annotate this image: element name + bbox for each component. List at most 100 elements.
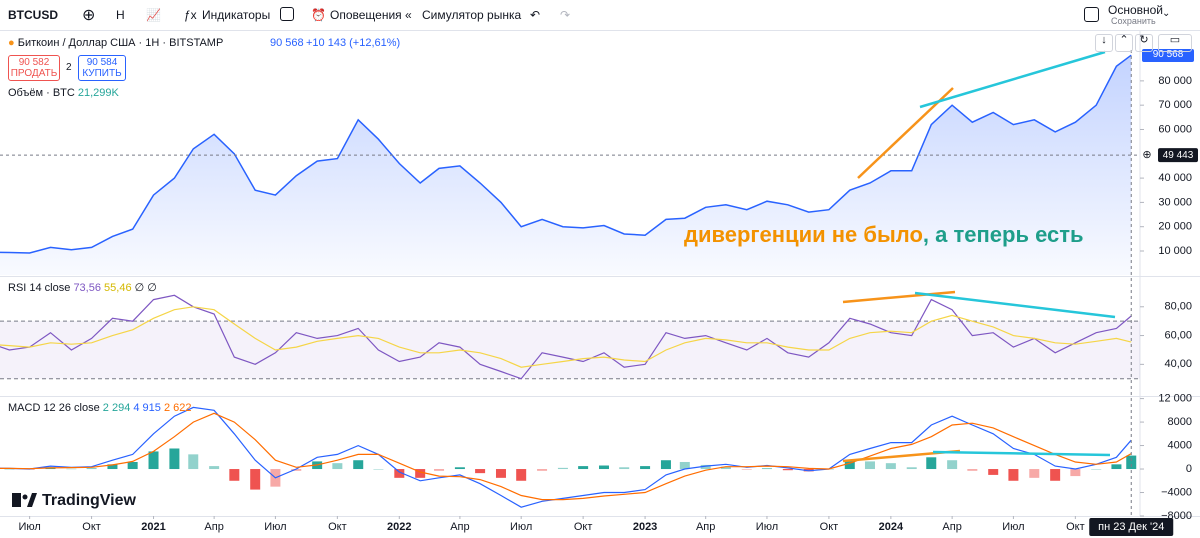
x-tick-label: Июл — [1002, 521, 1024, 533]
crosshair-plus: ⊕ — [1142, 149, 1151, 161]
annotation: дивергенции не было, а теперь есть — [684, 222, 1084, 247]
last-price-tag: 90 568 — [1142, 49, 1194, 62]
volume-value: 21,299K — [77, 87, 119, 99]
macd-histogram-bar — [373, 469, 384, 470]
y-tick-label: 4000 — [1168, 439, 1192, 451]
macd-histogram-bar — [1070, 469, 1081, 477]
macd-histogram-bar — [640, 466, 651, 470]
x-tick-label: Июл — [510, 521, 532, 533]
macd-histogram-bar — [188, 454, 199, 470]
saved: Сохранить — [1111, 16, 1156, 26]
macd-histogram-bar — [4, 469, 15, 470]
macd-histogram-bar — [864, 461, 875, 470]
layout-menu[interactable]: ⌄ — [1162, 8, 1171, 19]
templates[interactable] — [280, 7, 294, 21]
macd-histogram-bar — [516, 469, 527, 481]
add-symbol[interactable]: ⊕ — [82, 7, 96, 24]
macd-histogram-bar — [844, 460, 855, 470]
alerts-icon[interactable]: ⏰ — [311, 8, 326, 22]
y-tick-label: 30 000 — [1158, 196, 1192, 208]
macd-line — [0, 406, 1132, 508]
replay[interactable]: Симулятор рынка — [422, 8, 522, 22]
cursor-tag — [1089, 518, 1174, 536]
brand: TradingView — [42, 492, 137, 509]
macd-histogram-bar — [495, 469, 506, 478]
rsi-ma-value: 55,46 — [104, 282, 132, 294]
y-tick-label: 60 000 — [1158, 123, 1192, 135]
sell-button[interactable]: 90 582 ПРОДАТЬ — [8, 55, 60, 81]
layout[interactable]: Основной — [1108, 3, 1164, 17]
macd-hist-value: 2 294 — [102, 402, 131, 414]
chart-type[interactable]: 📈 — [146, 8, 161, 22]
macd-histogram-bar — [394, 469, 405, 478]
macd-histogram-bar — [66, 468, 77, 470]
fullscreen[interactable]: ▭ — [1158, 34, 1192, 52]
symbol[interactable]: BTCUSD — [8, 8, 58, 22]
interval[interactable]: Н — [116, 8, 125, 22]
sell-price: 90 582 — [18, 57, 50, 68]
trend-line — [932, 450, 1111, 457]
macd-histogram-bar — [1050, 469, 1061, 481]
y-tick-label: −4000 — [1161, 486, 1192, 498]
y-tick-label: 80 000 — [1158, 75, 1192, 87]
macd-histogram-bar — [1126, 455, 1137, 470]
price-line — [0, 54, 1132, 254]
macd-histogram-bar — [250, 469, 261, 490]
trend-line — [914, 291, 1116, 319]
x-tick-label: 2021 — [141, 521, 165, 533]
price-area — [0, 55, 1132, 275]
macd-histogram-bar — [454, 467, 465, 470]
indicators-icon[interactable]: ƒx — [184, 8, 197, 22]
rsi-legend: RSI 14 close 73,56 55,46 ∅ ∅ — [8, 281, 157, 294]
macd-histogram-bar — [353, 460, 364, 470]
indicators[interactable]: Индикаторы — [202, 8, 271, 22]
replay-icon[interactable]: « — [405, 8, 412, 22]
trend-line — [919, 50, 1106, 109]
plot-layer: 10 000 20 000 30 000 40 000 60 000 70 000 80 0… — [0, 50, 1198, 536]
buy-button[interactable]: 90 584 КУПИТЬ — [78, 55, 126, 81]
macd-histogram-bar — [578, 466, 589, 470]
rsi-line — [0, 294, 1132, 380]
macd-legend: MACD 12 26 close 2 294 4 915 2 622 — [8, 402, 192, 414]
x-tick-label: Окт — [1066, 521, 1085, 533]
macd-histogram-bar — [988, 469, 999, 475]
y-tick-label: 8000 — [1168, 416, 1192, 428]
collapse[interactable]: ⌃ — [1115, 34, 1133, 52]
reset[interactable]: ↻ — [1135, 34, 1153, 52]
x-tick-label: Апр — [696, 521, 715, 533]
macd-histogram-bar — [86, 468, 97, 470]
x-tick-label: Окт — [820, 521, 839, 533]
top-toolbar: BTCUSD ⊕ Н 📈 ƒx Индикаторы ⏰ Оповещения … — [0, 0, 1200, 31]
sell-label: ПРОДАТЬ — [10, 68, 58, 79]
macd-histogram-bar — [660, 460, 671, 470]
macd-signal-value: 2 622 — [163, 402, 192, 414]
coin-icon: ● — [8, 37, 15, 49]
macd-value: 4 915 — [133, 402, 161, 414]
macd-histogram-bar — [332, 463, 343, 470]
alerts[interactable]: Оповещения — [330, 8, 402, 22]
y-tick-label: 12 000 — [1158, 392, 1192, 404]
y-tick-label: 40 000 — [1158, 172, 1192, 184]
rsi-title: RSI 14 close — [8, 282, 71, 294]
macd-title: MACD 12 26 close — [8, 402, 100, 414]
macd-histogram-bar — [475, 469, 486, 474]
macd-histogram-bar — [1091, 469, 1102, 470]
redo[interactable]: ↷ — [560, 8, 571, 22]
macd-histogram-bar — [434, 469, 445, 471]
x-tick-label: Окт — [574, 521, 593, 533]
logo-mark — [12, 493, 21, 507]
rsi-value: ∅ — [147, 282, 157, 294]
logo-mark — [22, 494, 28, 500]
layout-icon[interactable] — [1084, 7, 1099, 22]
macd-histogram-bar — [599, 465, 610, 470]
crosshair-label: 49 443 — [1163, 150, 1194, 161]
logo-mark — [27, 493, 37, 507]
macd-histogram-bar — [557, 467, 568, 470]
undo[interactable]: ↶ — [530, 8, 541, 22]
scroll-down[interactable]: ↓ — [1095, 34, 1113, 52]
macd-histogram-bar — [148, 451, 159, 470]
macd-histogram-bar — [209, 466, 220, 470]
rsi-line — [0, 306, 1132, 368]
annotation-part: , а теперь есть — [923, 222, 1084, 247]
